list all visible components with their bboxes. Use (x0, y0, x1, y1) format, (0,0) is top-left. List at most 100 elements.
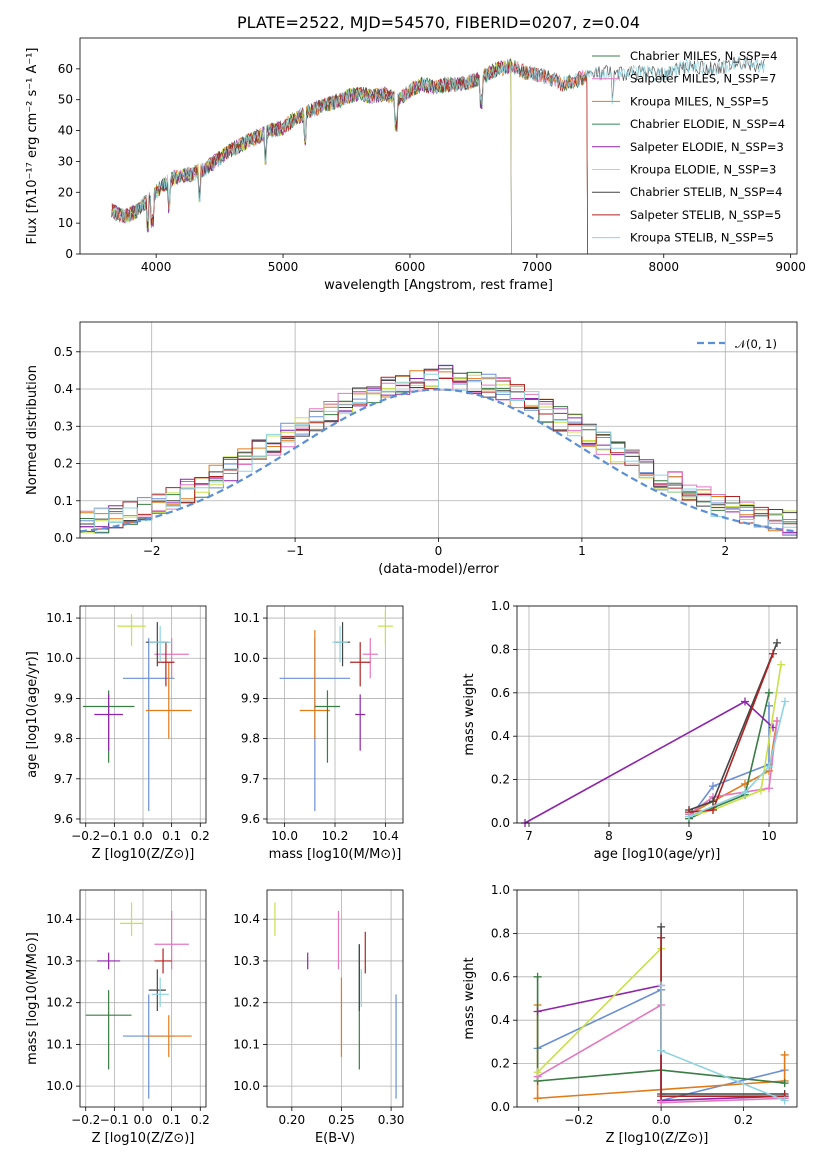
plus-marker (533, 1068, 542, 1077)
x-tick-label: 9000 (775, 260, 806, 274)
x-axis-label: (data-model)/error (378, 562, 499, 577)
legend-label: Salpeter MILES, N_SSP=7 (630, 72, 776, 86)
x-tick-label: 7 (525, 829, 533, 843)
y-tick-label: 10.3 (46, 954, 73, 968)
y-tick-label: 0.0 (491, 1100, 510, 1114)
plot-area (111, 56, 765, 255)
y-tick-label: 20 (58, 185, 73, 199)
gridlines (80, 606, 206, 823)
x-axis-label: Z [log10(Z/Z⊙)] (606, 1131, 709, 1146)
x-axis-label: wavelength [Angstrom, rest frame] (324, 278, 553, 293)
legend-label: 𝒩(0, 1) (735, 337, 777, 351)
data-point-7 (148, 969, 166, 1012)
y-tick-label: 0.8 (491, 926, 510, 940)
chart-age_vs_Z: −0.2 −0.1 0.0 0.1 0.2 9.6 9.7 9.8 9.9 10.0 10.1 Z [… (25, 605, 210, 862)
data-point-5 (154, 910, 189, 970)
y-tick-label: 0.6 (491, 970, 510, 984)
x-tick-label: −0.2 (71, 1113, 100, 1127)
chart-mass_vs_Z: −0.2 −0.1 0.0 0.1 0.2 10.0 10.1 10.2 10.3 10.4 Z [… (25, 889, 210, 1146)
series-line (524, 700, 774, 824)
y-tick-label: 0.0 (491, 816, 510, 830)
legend: 𝒩(0, 1) (697, 337, 777, 351)
y-tick-label: 40 (58, 124, 73, 138)
x-tick-label: 2 (721, 544, 729, 558)
data-point-4 (97, 952, 121, 970)
plus-marker (777, 660, 785, 669)
plot-area (85, 902, 192, 1099)
data-point-2 (299, 630, 330, 739)
series-8 (685, 649, 777, 817)
chart-weight_vs_Z: −0.2 0.0 0.2 0.0 0.2 0.4 0.6 0.8 1.0 Z [log10(Z/Z… (462, 883, 798, 1146)
y-tick-label: 0.8 (491, 642, 510, 656)
plus-marker (781, 697, 789, 706)
legend-label: Salpeter ELODIE, N_SSP=3 (630, 140, 784, 154)
series-7 (685, 638, 781, 814)
y-tick-label: 0 (65, 247, 73, 261)
x-tick-label: 9 (685, 829, 693, 843)
plus-marker (709, 782, 717, 791)
data-point-7 (335, 622, 351, 667)
chart-weight_vs_age: 7 8 9 10 0.0 0.2 0.4 0.6 0.8 1.0 age [log10(age/yr… (462, 599, 798, 862)
axes-frame (516, 605, 798, 824)
y-tick-label: 9.6 (241, 812, 260, 826)
x-tick-label: 6000 (395, 260, 426, 274)
y-tick-label: 0.5 (54, 345, 73, 359)
series-4 (521, 697, 777, 827)
legend-label: Chabrier MILES, N_SSP=4 (630, 49, 777, 63)
x-tick-label: 4000 (141, 260, 172, 274)
gridlines (517, 889, 797, 1108)
x-axis-label: age [log10(age/yr)] (594, 847, 721, 862)
x-tick-label: 0.1 (162, 1113, 181, 1127)
x-tick-label: −0.1 (100, 829, 129, 843)
y-tick-label: 0.2 (54, 457, 73, 471)
y-tick-label: 30 (58, 154, 73, 168)
spectrum-line-5 (111, 62, 512, 255)
data-point-4 (94, 694, 123, 751)
data-point-5 (362, 638, 378, 679)
y-tick-label: 10.2 (233, 996, 260, 1010)
x-tick-label: 0.0 (133, 829, 152, 843)
y-tick-label: 10.0 (46, 1079, 73, 1093)
plus-marker (533, 972, 542, 981)
x-tick-label: 0.2 (191, 829, 210, 843)
y-tick-label: 1.0 (491, 883, 510, 897)
x-tick-label: 0.25 (328, 1113, 355, 1127)
gridlines (80, 890, 206, 1107)
plus-marker (657, 1092, 666, 1101)
plus-marker (657, 922, 666, 931)
x-tick-label: −0.1 (100, 1113, 129, 1127)
data-point-3 (314, 690, 341, 763)
spectrum-line-8 (111, 60, 588, 255)
x-axis-label: mass [log10(M/M⊙)] (269, 847, 402, 862)
y-tick-label: 9.7 (241, 772, 260, 786)
x-tick-label: 0 (435, 544, 443, 558)
plus-marker (657, 1046, 666, 1055)
x-tick-label: 10.0 (271, 829, 298, 843)
plus-marker (765, 784, 773, 793)
series-3 (685, 688, 773, 823)
y-axis-label: Flux [fλ10⁻¹⁷ erg cm⁻² s⁻¹ A⁻¹] (25, 48, 40, 245)
series-2 (685, 717, 781, 819)
series-line (660, 985, 785, 1102)
y-tick-label: 9.8 (54, 732, 73, 746)
y-tick-label: 9.9 (241, 691, 260, 705)
plus-marker (657, 933, 666, 942)
series-9 (657, 981, 789, 1105)
plot-area (82, 614, 192, 811)
data-point-4 (355, 694, 366, 751)
data-point-3 (85, 990, 132, 1070)
x-tick-label: 0.2 (191, 1113, 210, 1127)
y-axis-label: Normed distribution (25, 365, 40, 495)
plus-marker (765, 688, 773, 697)
chart-mass_vs_ebv: 0.20 0.25 0.30 10.0 10.1 10.2 10.3 10.4 E(B-V) (233, 889, 404, 1146)
x-axis-label: Z [log10(Z/Z⊙)] (92, 1131, 195, 1146)
y-tick-label: 1.0 (491, 599, 510, 613)
legend-label: Kroupa ELODIE, N_SSP=3 (630, 163, 776, 177)
axes-frame (79, 605, 207, 824)
x-tick-label: 0.0 (652, 1113, 671, 1127)
y-tick-label: 10.1 (233, 611, 260, 625)
data-point-6 (117, 614, 146, 647)
x-tick-label: 0.2 (734, 1113, 753, 1127)
y-tick-label: 0.4 (491, 729, 510, 743)
